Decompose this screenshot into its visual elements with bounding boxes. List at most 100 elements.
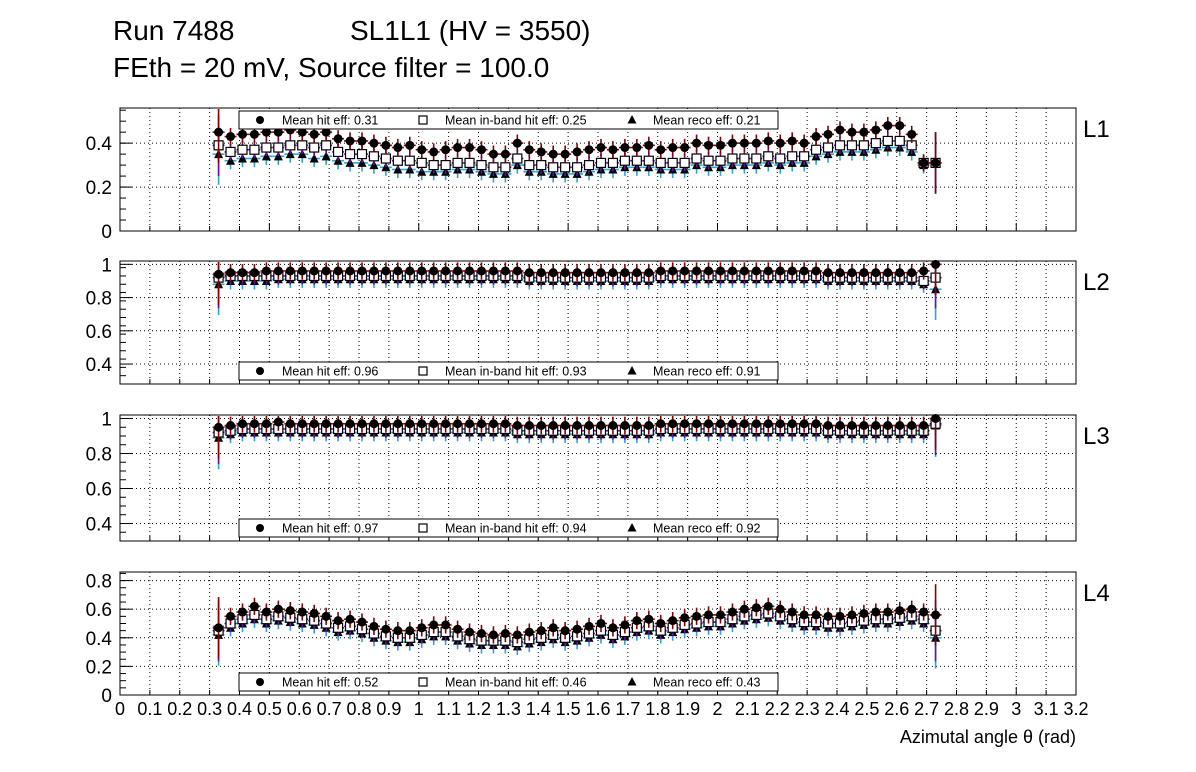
marker-inband: [799, 151, 810, 162]
marker-hit: [656, 419, 666, 429]
y-tick-label: 0.8: [86, 289, 112, 310]
marker-hit: [883, 421, 893, 430]
marker-hit: [739, 138, 749, 148]
marker-hit: [297, 127, 307, 137]
marker-inband: [344, 149, 356, 160]
marker-hit: [357, 617, 367, 627]
marker-hit: [476, 629, 486, 638]
marker-hit: [393, 266, 403, 276]
y-tick-label: 0.4: [86, 355, 113, 376]
marker-hit: [704, 419, 714, 429]
marker-hit: [369, 621, 379, 631]
marker-hit: [859, 268, 869, 278]
marker-hit: [632, 143, 642, 153]
marker-inband: [595, 157, 607, 169]
marker-hit: [727, 419, 737, 429]
marker-hit: [799, 610, 809, 620]
marker-hit: [405, 419, 415, 429]
marker-hit: [524, 421, 534, 430]
marker-inband: [332, 146, 344, 158]
marker-inband: [524, 160, 535, 171]
marker-hit: [214, 422, 224, 432]
marker-hit: [871, 421, 881, 430]
marker-hit: [739, 604, 749, 614]
marker-hit: [429, 266, 439, 276]
marker-hit: [632, 616, 642, 626]
marker-hit: [775, 419, 785, 429]
marker-hit: [524, 627, 534, 637]
marker-hit: [871, 607, 881, 617]
marker-hit: [560, 626, 570, 636]
marker-hit: [608, 268, 618, 278]
legend-entry: Mean in-band hit eff: 0.94: [445, 522, 587, 536]
x-tick-label: 2.8: [944, 699, 969, 719]
marker-hit: [309, 419, 319, 429]
legend-marker-inband: [418, 366, 428, 376]
marker-hit: [859, 608, 869, 618]
x-tick-label: 2.6: [884, 699, 909, 719]
marker-inband: [822, 142, 834, 153]
marker-hit: [357, 419, 367, 429]
marker-hit: [381, 419, 391, 429]
marker-hit: [249, 419, 259, 429]
y-tick-label: 0.4: [86, 515, 113, 536]
marker-hit: [632, 421, 642, 430]
marker-hit: [548, 268, 558, 278]
y-tick-label: 0.2: [86, 657, 112, 678]
marker-hit: [441, 266, 451, 276]
marker-hit: [393, 143, 403, 153]
panel-label: L4: [1083, 580, 1110, 607]
marker-hit: [429, 620, 439, 630]
marker-hit: [751, 603, 761, 613]
marker-hit: [811, 132, 821, 142]
marker-hit: [883, 607, 893, 617]
legend-marker-hit: [256, 116, 264, 124]
panel-l4: 0 0.2 0.4 0.6 0.8 Mean hit eff: 0.52 Mean in-b…: [86, 571, 1110, 707]
marker-hit: [417, 266, 427, 276]
marker-hit: [739, 266, 749, 276]
marker-hit: [584, 268, 594, 278]
marker-hit: [321, 266, 331, 276]
x-tick-label: 0.8: [346, 699, 371, 719]
legend-marker-inband: [418, 115, 428, 125]
marker-hit: [907, 421, 917, 430]
marker-inband: [273, 142, 284, 153]
marker-hit: [931, 414, 941, 423]
marker-hit: [453, 143, 463, 153]
marker-inband: [512, 153, 523, 164]
marker-hit: [500, 149, 510, 159]
x-tick-label: 2.1: [735, 699, 760, 719]
marker-hit: [369, 138, 379, 148]
marker-inband: [834, 140, 846, 151]
marker-hit: [847, 127, 857, 137]
marker-hit: [775, 604, 785, 614]
x-tick-label: 2.7: [914, 699, 939, 719]
marker-hit: [895, 421, 905, 430]
x-tick-label: 1.1: [436, 699, 461, 719]
marker-hit: [751, 266, 761, 276]
legend-marker-reco: [627, 677, 637, 686]
marker-hit: [608, 421, 618, 430]
marker-hit: [644, 140, 654, 150]
marker-inband: [548, 162, 559, 173]
marker-hit: [512, 266, 522, 276]
marker-hit: [919, 607, 929, 617]
marker-inband: [763, 151, 774, 162]
marker-hit: [656, 266, 666, 276]
marker-hit: [261, 266, 271, 276]
x-tick-label: 1.6: [585, 699, 610, 719]
marker-hit: [883, 121, 893, 131]
panel-l3: 0.4 0.6 0.8 1 Mean hit eff: 0.97 Mean in-band…: [86, 410, 1110, 542]
y-tick-label: 0.8: [86, 572, 112, 593]
marker-hit: [524, 145, 534, 155]
marker-hit: [309, 608, 319, 618]
marker-hit: [476, 419, 486, 429]
marker-inband: [237, 144, 248, 155]
x-tick-label: 3: [1011, 699, 1021, 719]
legend: Mean hit eff: 0.96 Mean in-band hit eff: …: [238, 361, 779, 381]
marker-hit: [608, 623, 618, 633]
y-tick-label: 0: [101, 222, 112, 243]
marker-hit: [727, 138, 737, 148]
marker-hit: [823, 421, 833, 430]
marker-hit: [297, 607, 307, 617]
